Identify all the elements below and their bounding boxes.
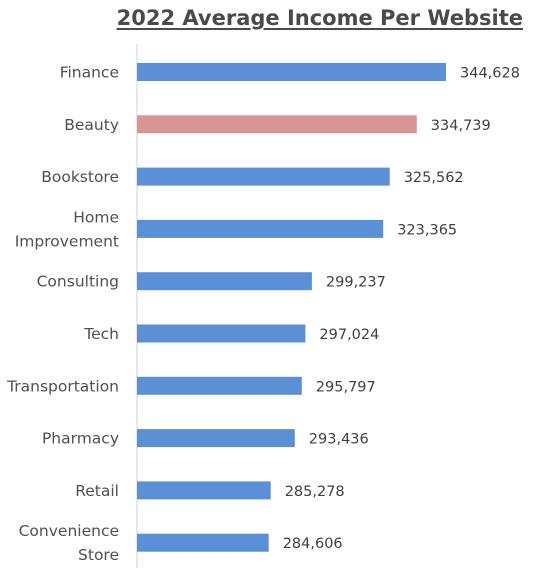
bar-tech: [137, 324, 306, 343]
bar-bookstore: [137, 167, 390, 186]
category-label-line: Pharmacy: [42, 430, 119, 448]
category-label-line: Home: [73, 208, 119, 226]
category-label-line: Convenience: [19, 522, 119, 540]
data-label-home-improvement: 323,365: [397, 222, 457, 238]
data-label-beauty: 334,739: [431, 118, 491, 134]
bar-home-improvement: [137, 219, 384, 238]
category-label-convenience-store: Convenience Store: [19, 522, 119, 564]
data-label-finance: 344,628: [460, 66, 520, 82]
category-label-tech: Tech: [83, 325, 119, 343]
category-label-line: Finance: [60, 64, 119, 82]
bar-beauty: [137, 115, 417, 134]
category-label-pharmacy: Pharmacy: [42, 430, 119, 448]
category-label-line: Beauty: [64, 116, 119, 134]
category-label-consulting: Consulting: [37, 273, 119, 291]
bar-retail: [137, 481, 271, 500]
category-label-retail: Retail: [75, 482, 119, 500]
bars-layer: 344,628 Finance 334,739 Beauty 325,562 Bookst…: [6, 63, 520, 564]
bar-finance: [137, 63, 446, 81]
data-label-retail: 285,278: [285, 484, 345, 500]
category-label-line: Improvement: [15, 232, 119, 250]
data-label-convenience-store: 284,606: [283, 536, 343, 552]
category-label-home-improvement: Home Improvement: [15, 208, 119, 250]
chart-title: 2022 Average Income Per Website: [116, 6, 523, 30]
category-label-line: Store: [78, 546, 119, 564]
data-label-bookstore: 325,562: [404, 170, 464, 186]
category-label-line: Bookstore: [41, 168, 119, 186]
category-label-bookstore: Bookstore: [41, 168, 119, 186]
category-label-line: Transportation: [6, 377, 119, 395]
category-label-line: Retail: [75, 482, 119, 500]
bar-consulting: [137, 272, 312, 291]
data-label-transportation: 295,797: [316, 379, 376, 395]
bar-transportation: [137, 376, 302, 395]
category-label-finance: Finance: [60, 64, 119, 82]
data-label-consulting: 299,237: [326, 275, 386, 291]
category-label-line: Consulting: [37, 273, 119, 291]
category-label-line: Tech: [83, 325, 119, 343]
bar-convenience-store: [137, 533, 269, 552]
category-label-beauty: Beauty: [64, 116, 119, 134]
bar-pharmacy: [137, 429, 295, 448]
category-label-transportation: Transportation: [6, 377, 119, 395]
data-label-pharmacy: 293,436: [309, 432, 369, 448]
data-label-tech: 297,024: [319, 327, 379, 343]
